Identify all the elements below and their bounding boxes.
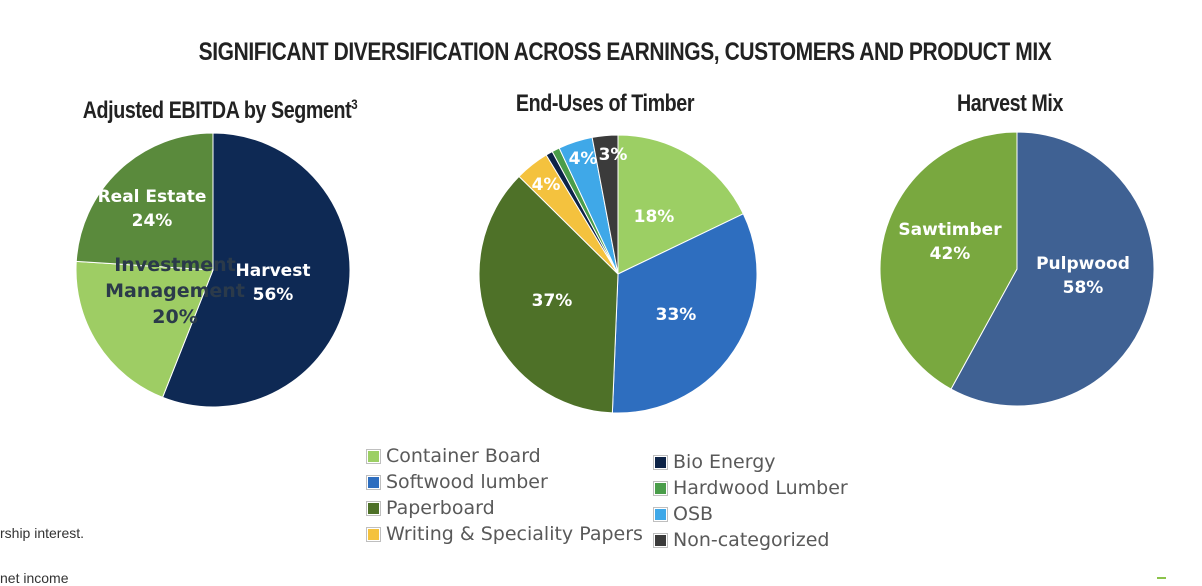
- slice-container-board: [617, 134, 744, 275]
- page-title: SIGNIFICANT DIVERSIFICATION ACROSS EARNI…: [198, 38, 1052, 66]
- footnote-2: net income: [0, 570, 69, 586]
- legend-swatch: [653, 532, 668, 548]
- legend-item: Container Board: [366, 443, 643, 469]
- legend-label: Bio Energy: [673, 451, 776, 473]
- pie-chart-1: Harvest 56%Investment Management 20% Real Es…: [75, 132, 351, 408]
- ebitda-chart-title-text: Adjusted EBITDA by Segment: [82, 97, 352, 124]
- slice-label-softwood-lumber: 33%: [656, 305, 697, 325]
- slice-investment-management: [75, 260, 214, 399]
- legend-label: Writing & Speciality Papers: [386, 523, 643, 545]
- slice-real-estate: [75, 132, 214, 271]
- slice-label-investment-management: Investment Management 20%: [105, 254, 245, 328]
- ebitda-chart-title: Adjusted EBITDA by Segment3: [72, 96, 367, 125]
- slice-harvest: [161, 132, 351, 408]
- harvest-mix-chart-title: Harvest Mix: [957, 90, 1063, 117]
- slice-label-harvest: Harvest 56%: [236, 261, 311, 305]
- legend-item: Hardwood Lumber: [653, 475, 848, 501]
- pie-chart-2: 18%33%37%4%4% 3%: [478, 134, 758, 414]
- legend-swatch: [366, 500, 381, 516]
- legend-label: Softwood lumber: [386, 471, 548, 493]
- legend-item: Softwood lumber: [366, 469, 643, 495]
- pie-chart-3: Pulpwood 58% Sawtimber 42%: [879, 131, 1155, 407]
- slice-label-writing-speciality-papers: 4%: [532, 175, 561, 195]
- legend-column-2: Bio Energy Hardwood Lumber OSB Non-categori…: [653, 449, 848, 553]
- slice-sawtimber: [879, 131, 1018, 390]
- slice-label-osb: 4%: [569, 149, 598, 169]
- legend-column-1: Container Board Softwood lumber Paperboard…: [366, 443, 643, 547]
- legend-swatch: [366, 448, 381, 464]
- slice-label-non-categorized: 3%: [599, 145, 628, 165]
- slice-label-container-board: 18%: [634, 207, 675, 227]
- legend-swatch: [366, 526, 381, 542]
- legend-label: Non-categorized: [673, 529, 830, 551]
- legend-label: Container Board: [386, 445, 541, 467]
- slice-paperboard: [478, 175, 619, 414]
- legend-item: Writing & Speciality Papers: [366, 521, 643, 547]
- legend-swatch: [366, 474, 381, 490]
- legend-item: Bio Energy: [653, 449, 848, 475]
- legend-label: Paperboard: [386, 497, 495, 519]
- timber-chart-title: End-Uses of Timber: [515, 90, 695, 117]
- slice-label-paperboard: 37%: [532, 291, 573, 311]
- legend-swatch: [653, 480, 668, 496]
- legend-item: Paperboard: [366, 495, 643, 521]
- slice-softwood-lumber: [611, 213, 758, 414]
- legend-label: OSB: [673, 503, 714, 525]
- slice-label-sawtimber: Sawtimber 42%: [898, 220, 1002, 264]
- slice-non-categorized: [591, 134, 619, 275]
- corner-accent: [1157, 577, 1166, 579]
- legend-swatch: [653, 506, 668, 522]
- legend-item: OSB: [653, 501, 848, 527]
- footnote-1: rship interest.: [0, 525, 85, 541]
- slice-label-real-estate: Real Estate 24%: [98, 187, 207, 231]
- legend-label: Hardwood Lumber: [673, 477, 848, 499]
- ebitda-chart-title-superscript: 3: [351, 96, 358, 112]
- legend-item: Non-categorized: [653, 527, 848, 553]
- legend-swatch: [653, 454, 668, 470]
- clipped-text-fragment: [733, 440, 893, 446]
- slice-pulpwood: [950, 131, 1155, 407]
- slice-label-pulpwood: Pulpwood 58%: [1036, 254, 1130, 298]
